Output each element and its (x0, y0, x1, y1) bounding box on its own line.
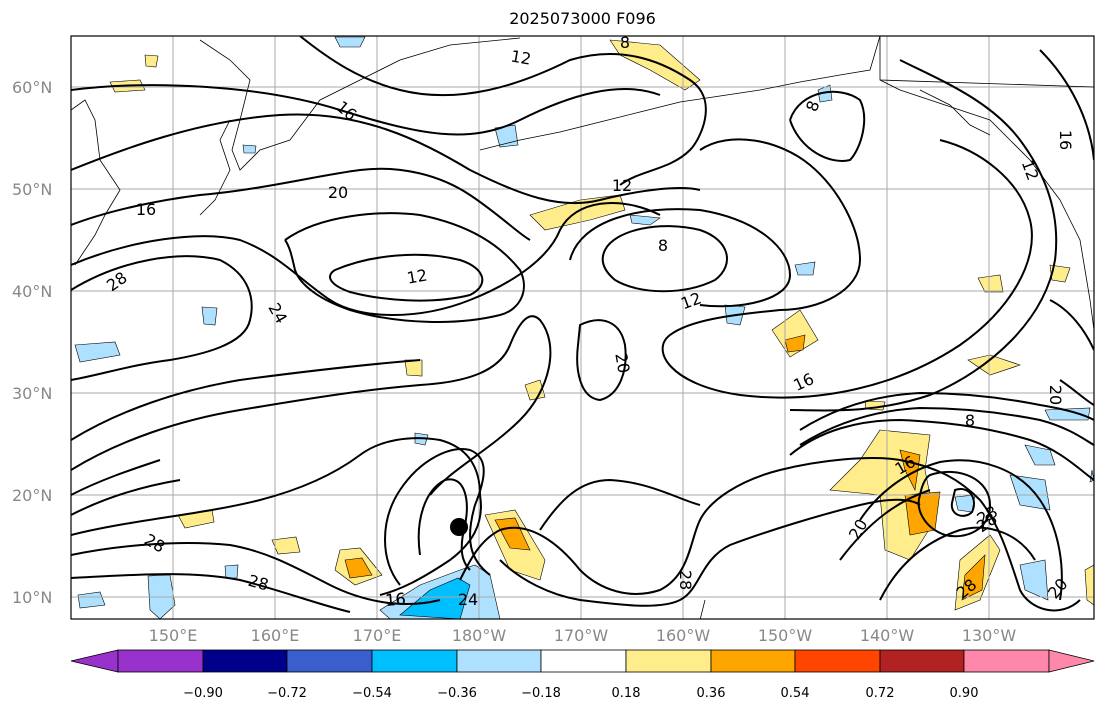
colorbar-tick-label: 0.72 (865, 686, 895, 701)
lon-label: 160°E (250, 626, 300, 645)
contour-label: 24 (458, 590, 478, 609)
colorbar-extend-low (70, 649, 119, 673)
contour-label: 12 (509, 46, 532, 68)
height-contours (71, 36, 1094, 613)
lat-label: 20°N (12, 486, 53, 505)
contour-label: 8 (620, 33, 630, 52)
colorbar-extend-high (1048, 649, 1095, 673)
lon-label: 140°W (859, 626, 915, 645)
contour-label: 28 (246, 571, 271, 595)
colorbar-tick-label: −0.36 (437, 686, 477, 701)
contour-label: 20 (328, 183, 348, 202)
lon-label: 150°E (148, 626, 198, 645)
colorbar-tick-label: 0.36 (696, 686, 726, 701)
contour-label: 20 (845, 516, 872, 543)
lat-label: 40°N (12, 282, 53, 301)
lon-label: 130°W (961, 626, 1017, 645)
contour-label: 28 (141, 530, 168, 557)
contour-label: 24 (264, 300, 291, 327)
lon-label: 150°W (757, 626, 813, 645)
lat-label: 10°N (12, 588, 53, 607)
contour-label: 16 (385, 589, 407, 610)
contour-label: 16 (136, 200, 156, 219)
contour-label: 12 (678, 288, 704, 313)
contour-label: 20 (1046, 385, 1065, 405)
map-title: 2025073000 F096 (509, 9, 656, 28)
colorbar-tick-label: 0.18 (611, 686, 641, 701)
colorbar (70, 649, 1095, 673)
lat-label: 50°N (12, 180, 53, 199)
contour-label: 28 (676, 570, 695, 590)
colorbar-tick-label: −0.54 (352, 686, 392, 701)
map-frame (70, 35, 1095, 620)
contour-label: 12 (612, 176, 632, 195)
contour-label: 16 (790, 369, 816, 395)
colorbar-tick-label: −0.18 (521, 686, 561, 701)
lat-label: 30°N (12, 384, 53, 403)
colorbar-tick-label: −0.90 (183, 686, 223, 701)
colorbar-tick-label: −0.72 (267, 686, 307, 701)
storm-center-marker (450, 518, 468, 536)
colorbar-tick-label: 0.54 (780, 686, 810, 701)
lon-label: 180°W (451, 626, 507, 645)
colorbar-tick-label: 0.90 (949, 686, 979, 701)
contour-label: 12 (1018, 157, 1043, 183)
contour-label: 20 (611, 351, 633, 374)
lon-label: 170°E (352, 626, 402, 645)
contour-label: 12 (405, 265, 428, 287)
contour-label: 8 (658, 236, 668, 255)
lat-label: 60°N (12, 78, 53, 97)
contour-label: 8 (965, 411, 975, 430)
contour-label: 16 (385, 589, 407, 610)
graticule (71, 36, 1094, 619)
lon-label: 160°W (655, 626, 711, 645)
lon-label: 170°W (553, 626, 609, 645)
contour-label: 16 (1056, 130, 1075, 150)
coastlines (71, 36, 1094, 619)
